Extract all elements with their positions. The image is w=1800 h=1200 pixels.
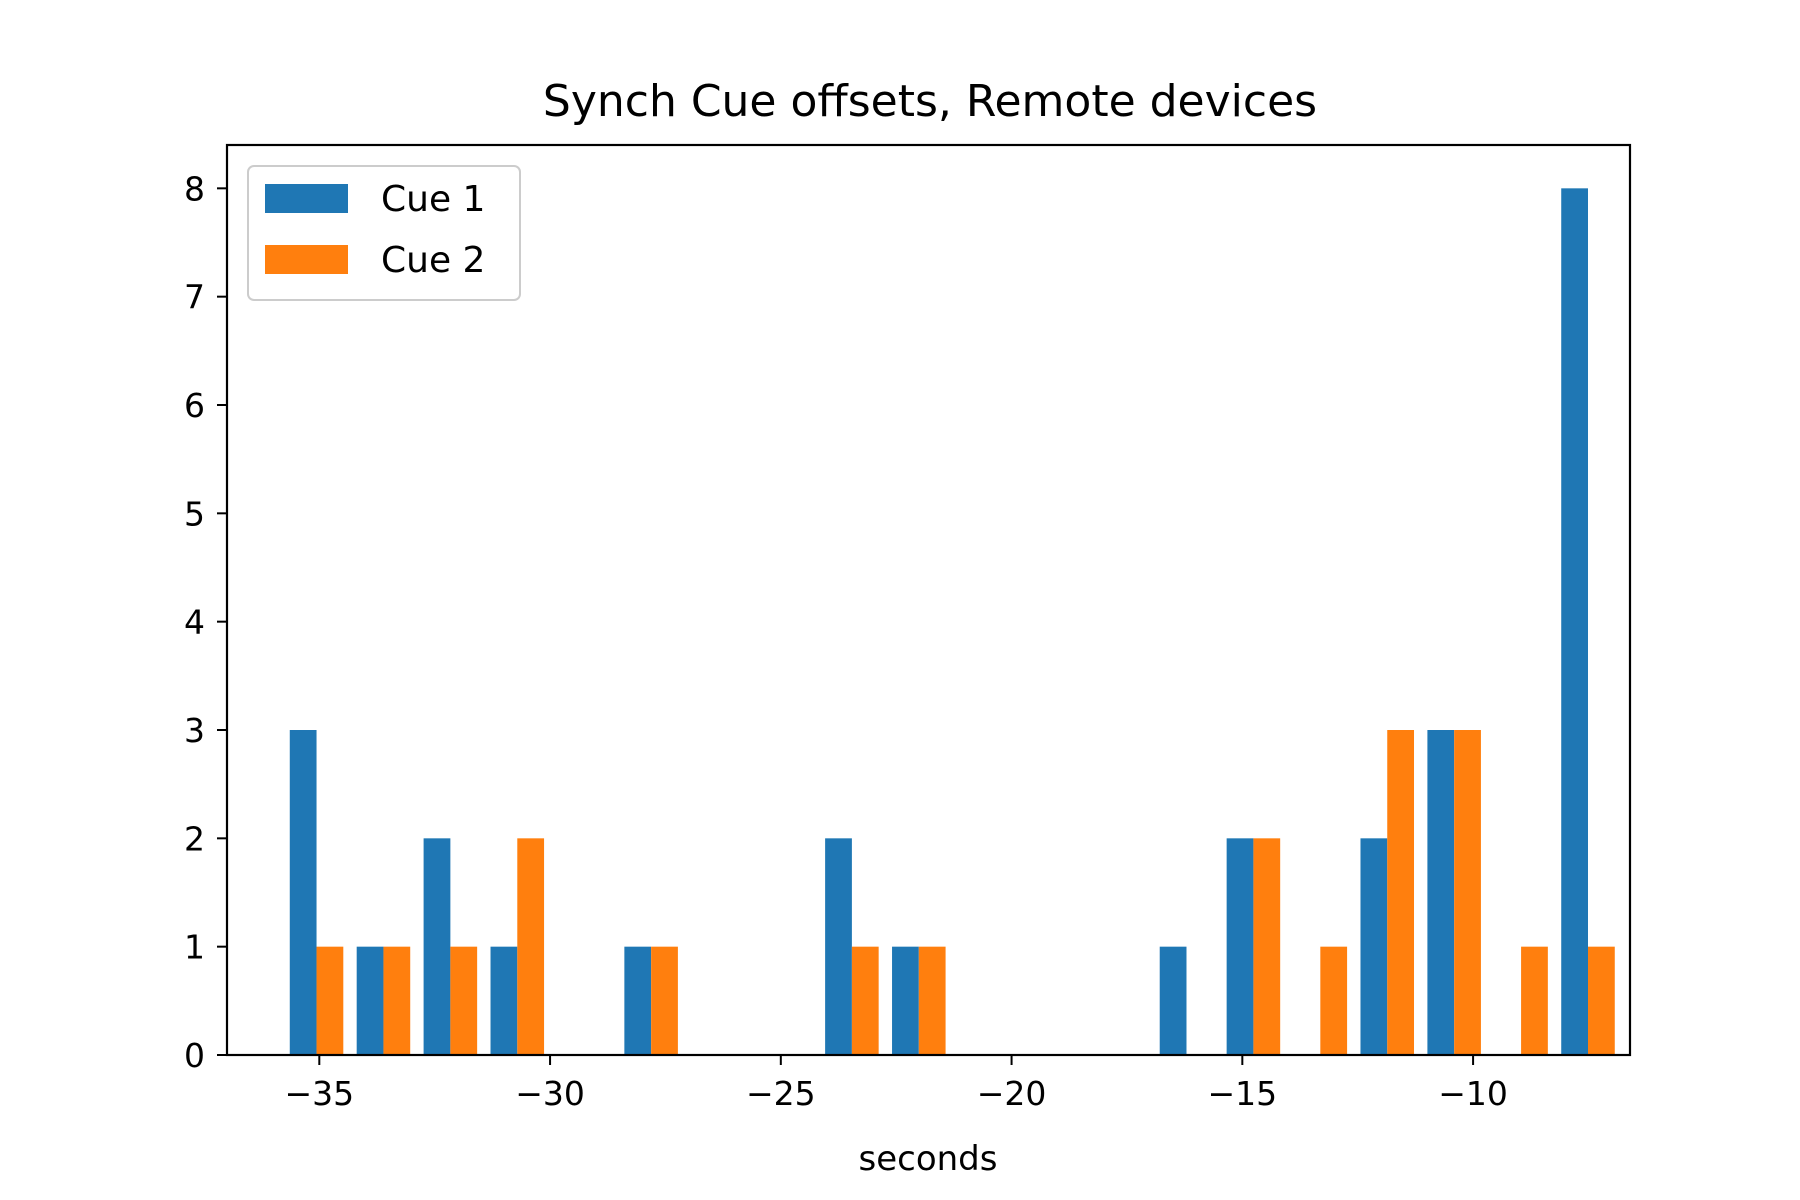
chart-title: Synch Cue offsets, Remote devices xyxy=(543,76,1317,127)
bar-cue-2-bin-9 xyxy=(918,946,946,1055)
x-tick-label: −30 xyxy=(515,1074,585,1113)
bar-cue-2-bin-3 xyxy=(517,838,545,1055)
bar-cue-2-bin-18 xyxy=(1521,946,1548,1055)
x-axis-ticks: −35 −30 −25 −20 −15 −10 xyxy=(284,1055,1508,1113)
bar-cue-1-bin-9 xyxy=(892,946,919,1055)
y-tick-label: 5 xyxy=(184,494,205,533)
y-tick-label: 8 xyxy=(184,169,205,208)
x-axis-label: seconds xyxy=(859,1139,998,1179)
bar-cue-2-bin-16 xyxy=(1387,730,1415,1055)
bar-cue-2-bin-17 xyxy=(1454,730,1481,1055)
y-tick-label: 3 xyxy=(184,711,205,750)
x-tick-label: −35 xyxy=(284,1074,354,1113)
bar-cue-2-bin-1 xyxy=(383,946,411,1055)
x-tick-label: −10 xyxy=(1438,1074,1508,1113)
bar-cue-1-bin-1 xyxy=(356,946,384,1055)
bar-cue-1-bin-3 xyxy=(490,946,518,1055)
bar-cue-1-bin-19 xyxy=(1561,188,1588,1055)
x-tick-label: −15 xyxy=(1208,1074,1278,1113)
bar-cue-1-bin-17 xyxy=(1427,730,1455,1055)
bar-cue-1-bin-14 xyxy=(1226,838,1254,1055)
bar-cue-2-bin-8 xyxy=(851,946,879,1055)
bar-cue-1-bin-16 xyxy=(1360,838,1388,1055)
y-tick-label: 1 xyxy=(184,928,205,967)
y-tick-label: 6 xyxy=(184,386,205,425)
bar-cue-2-bin-14 xyxy=(1253,838,1281,1055)
y-tick-label: 7 xyxy=(184,278,205,317)
y-tick-label: 4 xyxy=(184,603,205,642)
bar-cue-2-bin-19 xyxy=(1588,946,1615,1055)
y-tick-label: 0 xyxy=(184,1036,205,1075)
legend-swatch-cue-2 xyxy=(265,245,348,274)
legend-swatch-cue-1 xyxy=(265,184,348,213)
bars-group xyxy=(289,188,1615,1055)
bar-cue-2-bin-2 xyxy=(450,946,478,1055)
plot-area-frame xyxy=(225,143,1632,1057)
bar-cue-1-bin-0 xyxy=(289,730,317,1055)
y-tick-label: 2 xyxy=(184,819,205,858)
bar-cue-2-bin-15 xyxy=(1320,946,1348,1055)
bar-cue-2-bin-5 xyxy=(651,946,678,1055)
bar-cue-1-bin-8 xyxy=(825,838,852,1055)
bar-cue-2-bin-0 xyxy=(316,946,344,1055)
bar-cue-1-bin-13 xyxy=(1159,946,1187,1055)
legend: Cue 1 Cue 2 xyxy=(247,165,521,301)
bar-cue-1-bin-5 xyxy=(624,946,652,1055)
x-tick-label: −20 xyxy=(977,1074,1047,1113)
bar-cue-1-bin-2 xyxy=(423,838,451,1055)
y-axis-ticks: 0 1 2 3 4 5 6 7 8 xyxy=(184,169,227,1075)
legend-label-cue-2: Cue 2 xyxy=(381,240,485,281)
legend-label-cue-1: Cue 1 xyxy=(381,179,485,220)
x-tick-label: −25 xyxy=(746,1074,816,1113)
